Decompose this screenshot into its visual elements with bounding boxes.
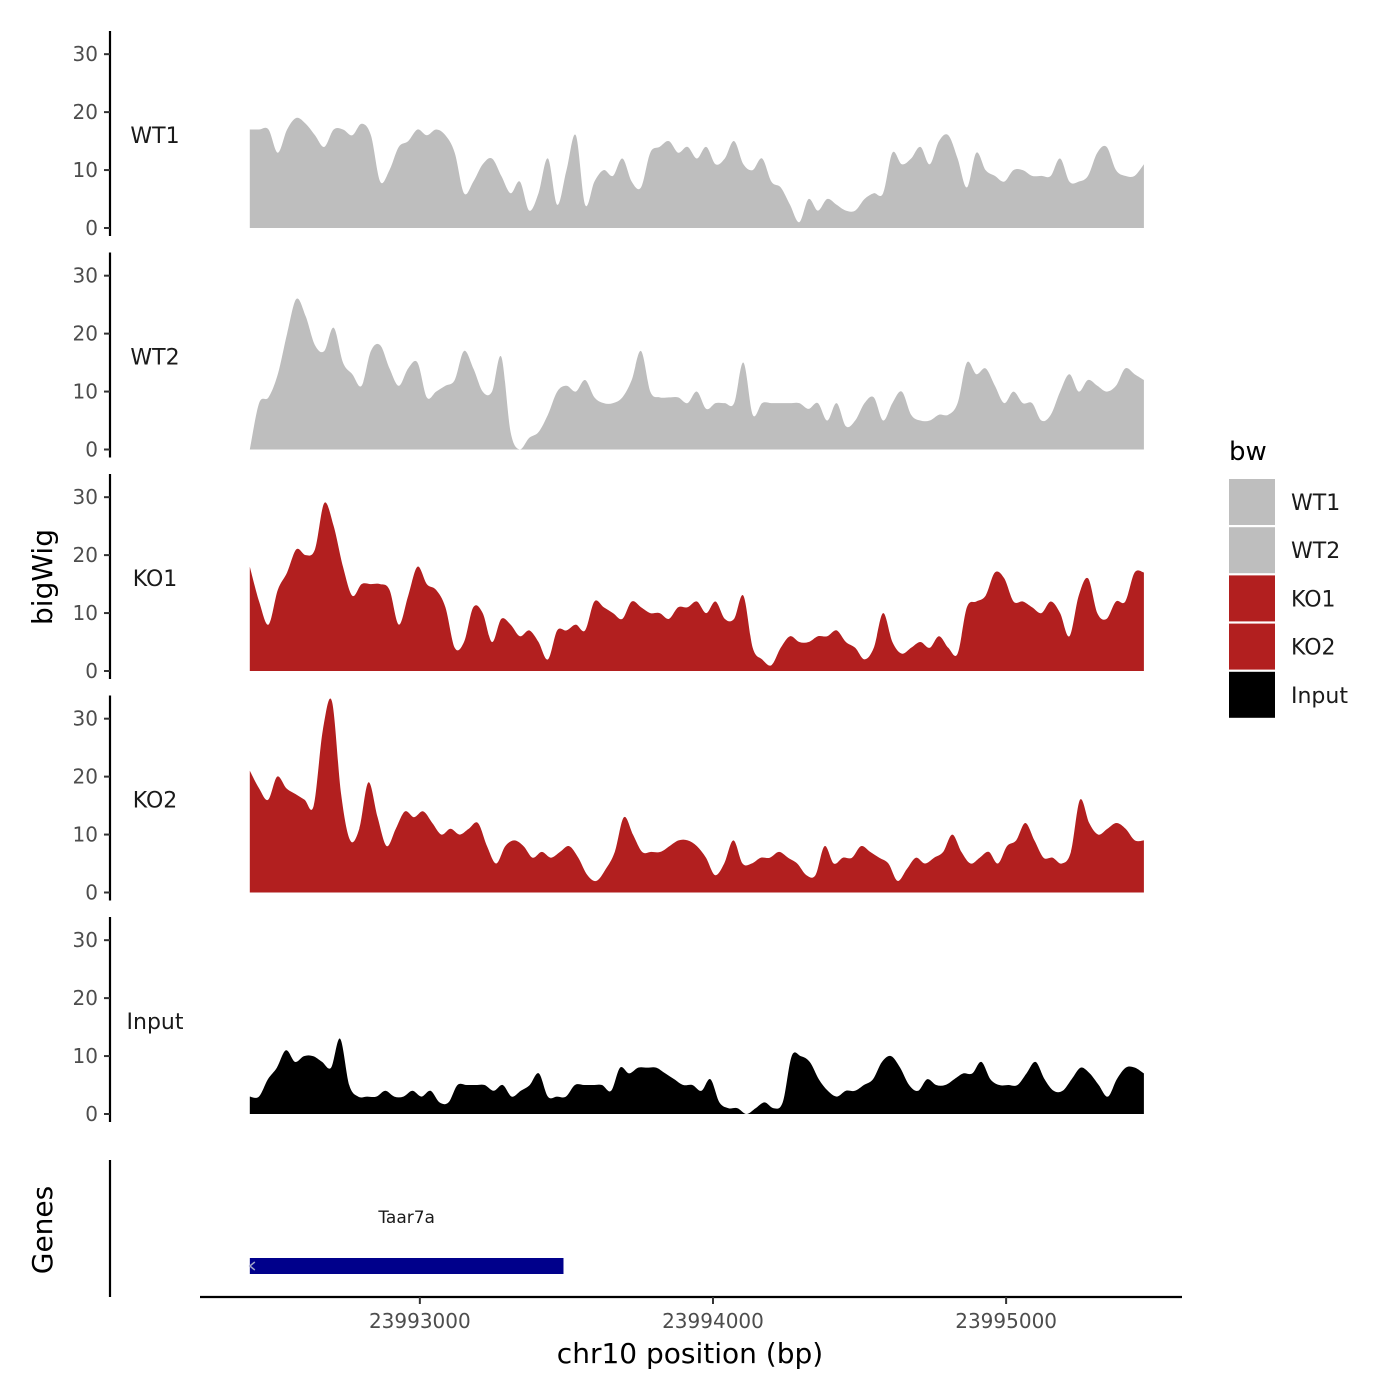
y-tick-label: 30 (73, 42, 98, 66)
legend-swatch-input (1229, 671, 1275, 718)
legend: bw WT1 WT2 KO1 KO2 Input (1229, 437, 1348, 718)
x-axis-ticks: 23993000 23994000 23995000 (369, 1297, 1057, 1333)
genes-axis-title: Genes (26, 1186, 59, 1274)
y-tick-label: 30 (73, 485, 98, 509)
y-tick-label: 10 (73, 601, 98, 625)
y-tick-label: 0 (85, 1102, 98, 1126)
y-tick-label: 30 (73, 264, 98, 288)
track-label-ko1: KO1 (133, 567, 178, 592)
y-tick-label: 20 (73, 765, 98, 789)
genes-panel: Genes Taar7a (26, 1160, 564, 1297)
y-tick-label: 0 (85, 659, 98, 683)
y-tick-label: 10 (73, 1044, 98, 1068)
track-panel-wt1: 0 10 20 30 WT1 (73, 31, 1144, 240)
legend-swatch-wt2 (1229, 527, 1275, 574)
track-panel-input: 0 10 20 30 Input (73, 917, 1144, 1126)
coverage-area-wt1 (249, 117, 1144, 228)
track-panel-ko2: 0 10 20 30 KO2 (73, 695, 1144, 905)
legend-swatch-ko1 (1229, 575, 1275, 622)
x-tick-label: 23995000 (955, 1309, 1057, 1333)
legend-label-wt2: WT2 (1291, 539, 1340, 564)
track-panel-ko1: 0 10 20 30 KO1 (73, 474, 1144, 683)
legend-label-wt1: WT1 (1291, 491, 1340, 516)
y-tick-label: 0 (85, 438, 98, 462)
y-tick-label: 10 (73, 823, 98, 847)
legend-label-input: Input (1291, 684, 1348, 709)
x-tick-label: 23993000 (369, 1309, 471, 1333)
y-tick-label: 20 (73, 322, 98, 346)
y-tick-label: 20 (73, 986, 98, 1010)
y-tick-label: 30 (73, 707, 98, 731)
y-tick-label: 20 (73, 100, 98, 124)
x-axis: 23993000 23994000 23995000 chr10 position … (200, 1295, 1182, 1370)
legend-label-ko2: KO2 (1291, 636, 1336, 661)
track-label-input: Input (127, 1010, 184, 1035)
y-tick-label: 0 (85, 881, 98, 905)
coverage-area-ko2 (249, 698, 1144, 893)
coverage-tracks: 0 10 20 30 WT1 0 10 20 30 WT2 0 10 20 30 KO1 0 10 20 30 KO2… (73, 31, 1144, 1126)
y-tick-label: 10 (73, 380, 98, 404)
x-tick-label: 23994000 (662, 1309, 764, 1333)
y-tick-label: 20 (73, 543, 98, 567)
legend-title: bw (1229, 437, 1267, 467)
y-tick-label: 30 (73, 928, 98, 952)
track-label-wt2: WT2 (130, 346, 179, 371)
legend-swatch-ko2 (1229, 623, 1275, 670)
gene-body-taar7a (249, 1258, 564, 1274)
strand-arrow-icon (248, 1261, 256, 1271)
y-axis-title: bigWig (26, 529, 59, 625)
gene-label-taar7a: Taar7a (377, 1208, 435, 1228)
track-label-wt1: WT1 (130, 124, 179, 149)
y-tick-label: 0 (85, 216, 98, 240)
legend-swatch-wt1 (1229, 479, 1275, 525)
gene-models: Taar7a (248, 1208, 564, 1274)
coverage-area-input (249, 1038, 1144, 1114)
legend-items: WT1 WT2 KO1 KO2 Input (1229, 479, 1348, 718)
legend-label-ko1: KO1 (1291, 587, 1336, 612)
x-axis-title: chr10 position (bp) (557, 1337, 823, 1370)
coverage-area-wt2 (249, 298, 1144, 450)
y-tick-label: 10 (73, 158, 98, 182)
coverage-area-ko1 (249, 502, 1144, 671)
track-panel-wt2: 0 10 20 30 WT2 (73, 252, 1144, 462)
track-label-ko2: KO2 (133, 789, 178, 814)
